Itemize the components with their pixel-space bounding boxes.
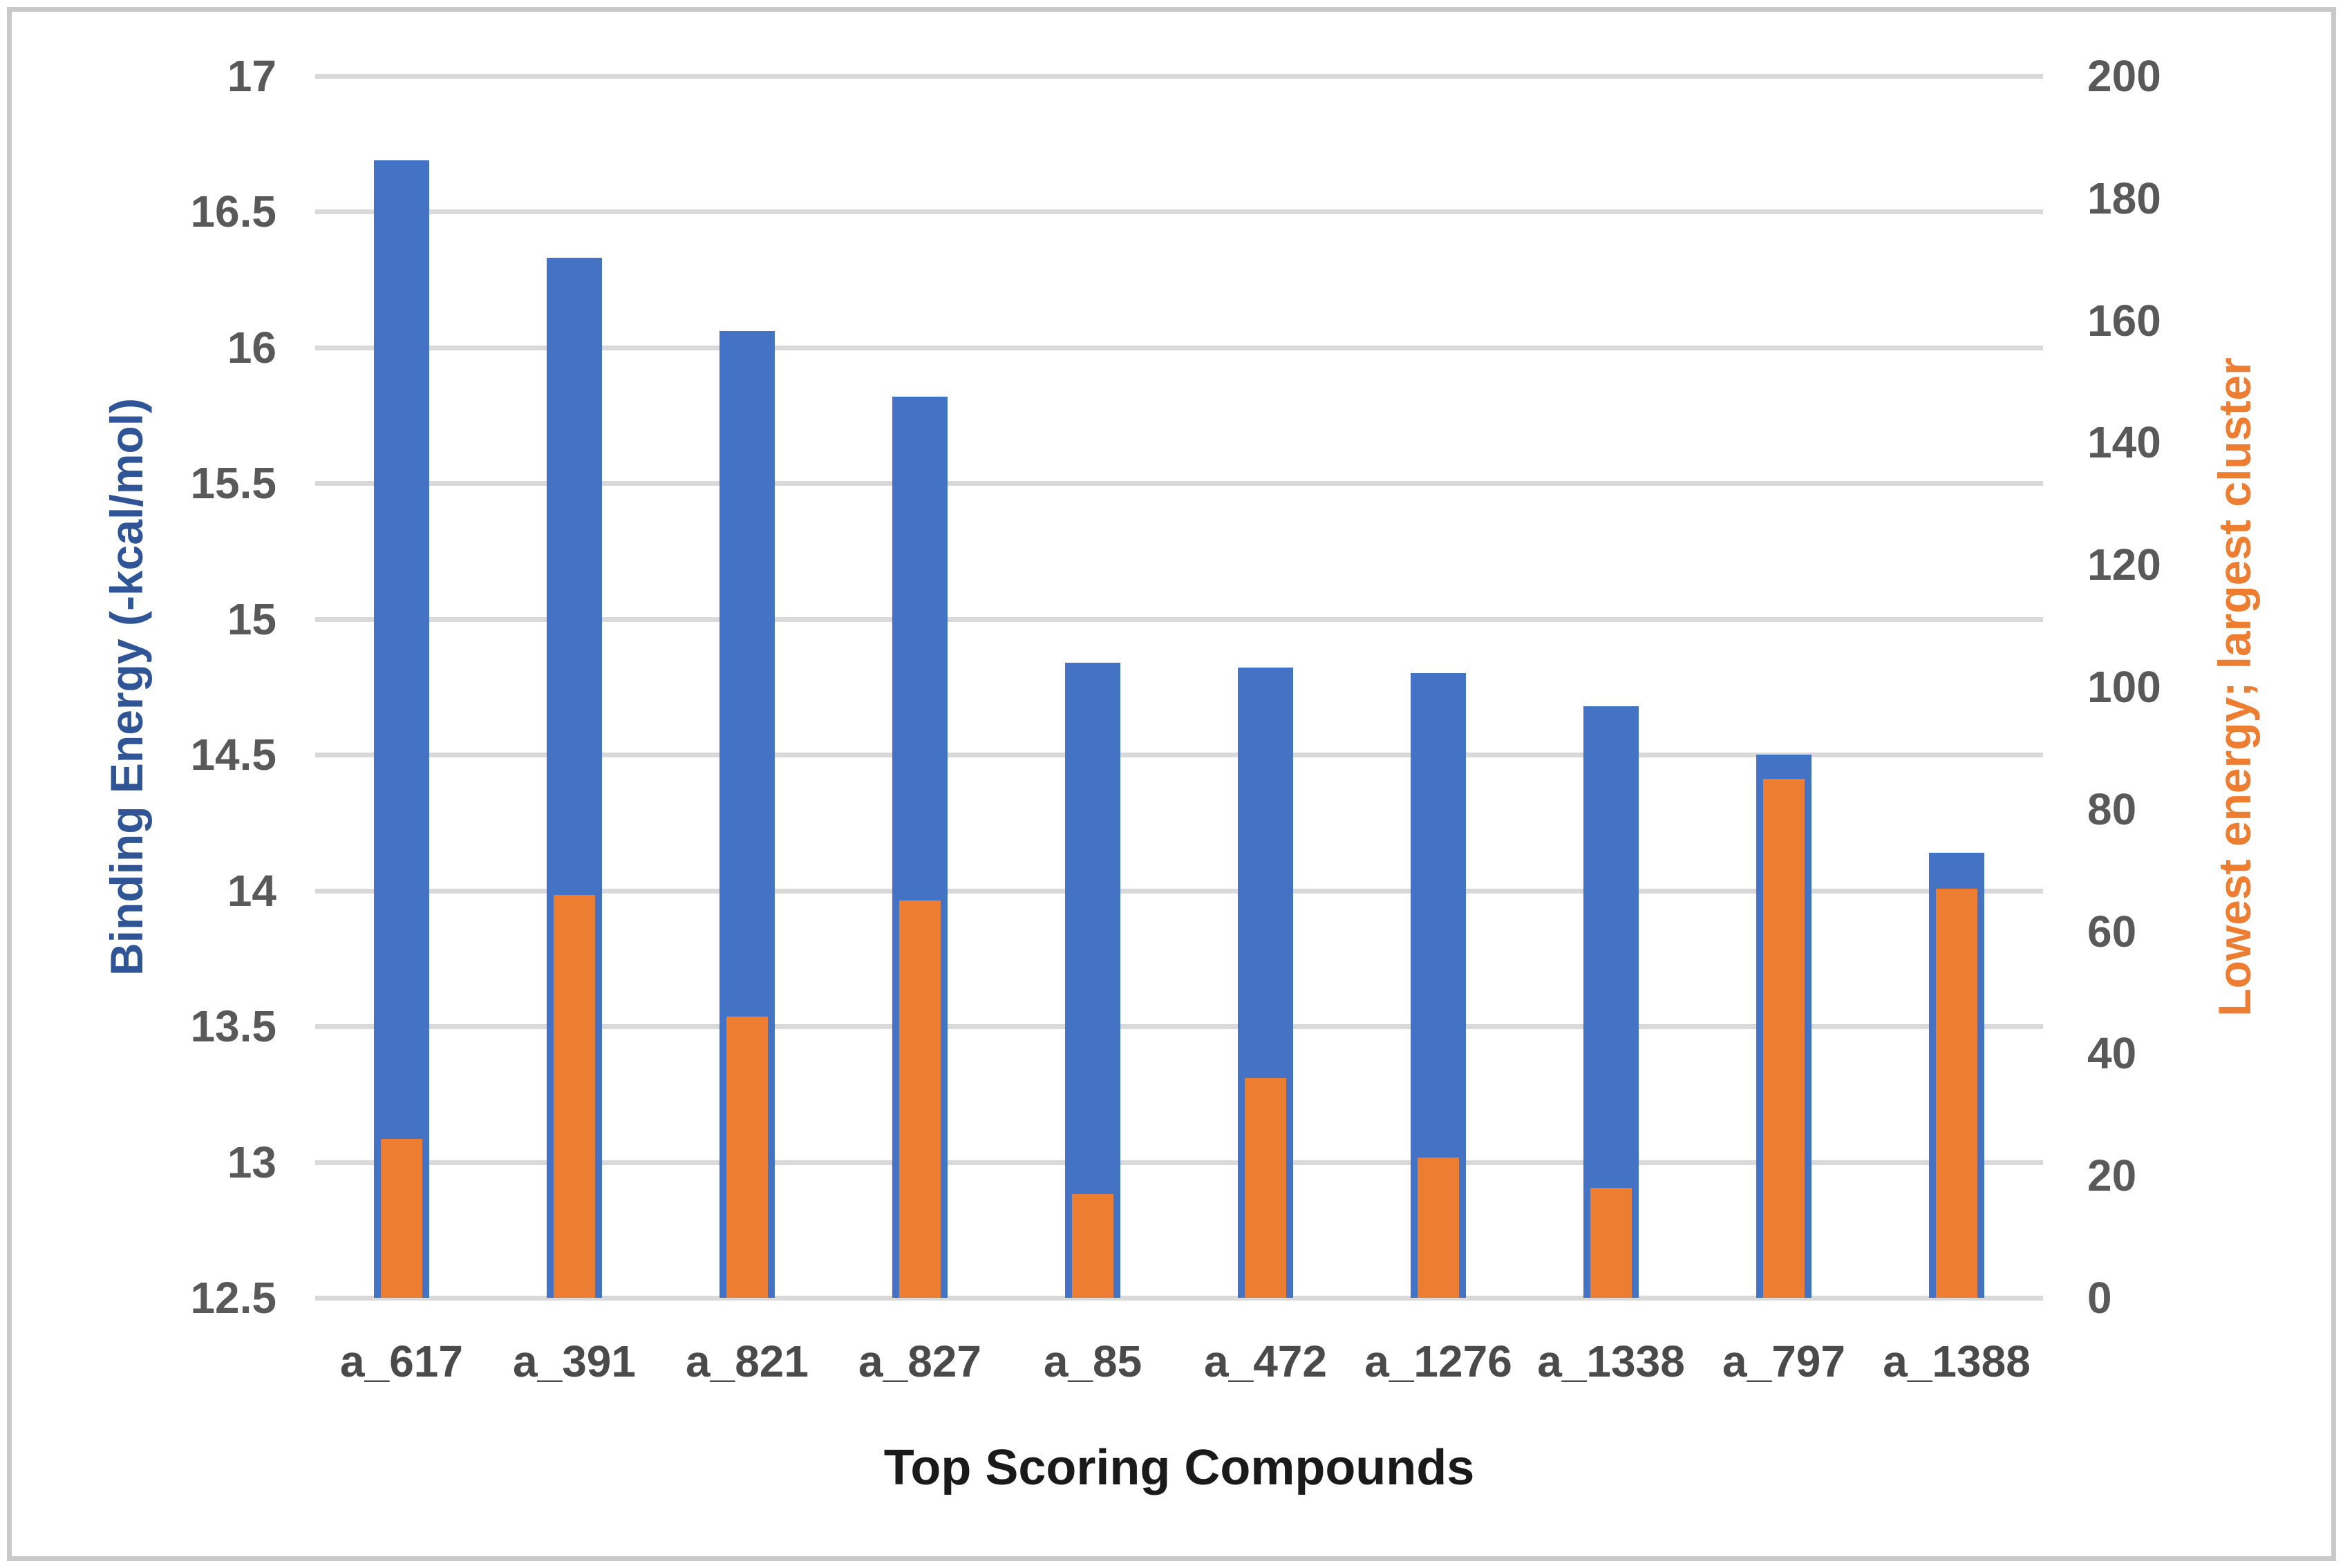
gridline (315, 616, 2043, 622)
gridline (315, 481, 2043, 487)
right-axis-tick-label: 200 (2087, 51, 2161, 101)
left-axis-tick-label: 12.5 (190, 1273, 276, 1323)
gridline (315, 888, 2043, 894)
right-axis-tick-label: 100 (2087, 662, 2161, 712)
left-axis-tick-label: 14.5 (190, 730, 276, 780)
right-axis-tick-label: 20 (2087, 1151, 2137, 1201)
right-axis-tick-label: 140 (2087, 417, 2161, 468)
right-axis-tick-label: 60 (2087, 906, 2137, 956)
x-category-label-a_1388: a_1388 (1883, 1336, 2031, 1386)
x-category-label-a_85: a_85 (1043, 1336, 1142, 1386)
left-axis-title: Binding Energy (-kcal/mol) (101, 397, 152, 976)
bar-cluster-a_797 (1763, 778, 1805, 1298)
left-axis-tick-label: 13.5 (190, 1001, 276, 1052)
bar-cluster-a_1388 (1936, 888, 1977, 1298)
left-axis-tick-label: 17 (227, 51, 276, 101)
bar-binding-energy-a_617 (374, 160, 429, 1298)
bar-binding-energy-a_85 (1065, 662, 1120, 1298)
x-category-label-a_617: a_617 (340, 1336, 463, 1386)
gridline (315, 209, 2043, 215)
left-axis-tick-label: 16.5 (190, 187, 276, 237)
bar-cluster-a_85 (1072, 1193, 1113, 1298)
gridline (315, 345, 2043, 350)
gridline (315, 1160, 2043, 1165)
right-axis-tick-label: 160 (2087, 295, 2161, 346)
left-axis-tick-label: 15 (227, 594, 276, 644)
bar-cluster-a_1338 (1590, 1187, 1632, 1298)
x-axis-title: Top Scoring Compounds (883, 1440, 1475, 1495)
left-axis-tick-label: 16 (227, 322, 276, 372)
left-axis-tick-label: 13 (227, 1137, 276, 1187)
bar-cluster-a_821 (726, 1017, 768, 1298)
x-category-label-a_472: a_472 (1204, 1336, 1327, 1386)
x-category-label-a_1276: a_1276 (1364, 1336, 1512, 1386)
x-category-label-a_391: a_391 (513, 1336, 636, 1386)
bar-cluster-a_617 (381, 1139, 422, 1298)
gridline (315, 74, 2043, 79)
bar-cluster-a_1276 (1418, 1157, 1459, 1298)
x-category-label-a_821: a_821 (686, 1336, 809, 1386)
left-axis-tick-label: 14 (227, 865, 276, 916)
left-axis-tick-label: 15.5 (190, 458, 276, 509)
chart-frame: 17 16.5 16 15.5 15 14.5 14 13.5 13 12.5 200 180 160… (7, 7, 2336, 1561)
right-axis-title: Lowest energy; largest cluster (2209, 357, 2260, 1017)
x-category-label-a_1338: a_1338 (1537, 1336, 1685, 1386)
bar-cluster-a_391 (554, 894, 595, 1298)
x-category-label-a_797: a_797 (1722, 1336, 1845, 1386)
gridline (315, 1024, 2043, 1030)
gridline (315, 753, 2043, 758)
right-axis-tick-label: 180 (2087, 173, 2161, 223)
right-axis-tick-label: 120 (2087, 540, 2161, 590)
right-axis-tick-label: 40 (2087, 1028, 2137, 1079)
x-category-label-a_827: a_827 (858, 1336, 981, 1386)
bar-cluster-a_472 (1245, 1077, 1286, 1298)
right-axis-tick-label: 0 (2087, 1273, 2112, 1323)
plot-area (315, 74, 2043, 1301)
right-axis-tick-label: 80 (2087, 784, 2137, 834)
bar-cluster-a_827 (899, 900, 941, 1298)
gridline (315, 1296, 2043, 1301)
